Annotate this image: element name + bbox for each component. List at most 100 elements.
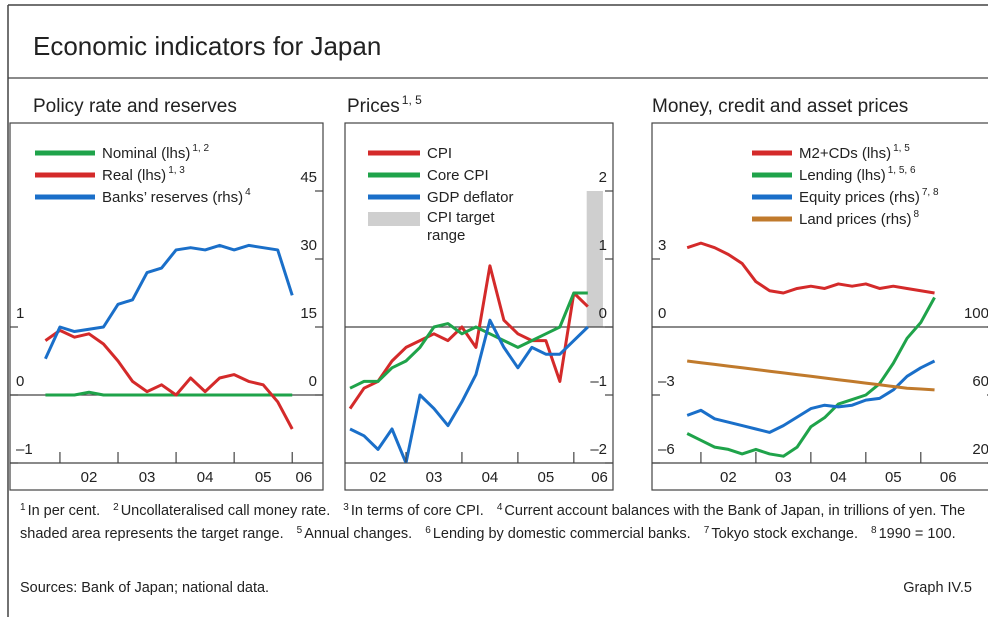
legend-label: CPI (427, 145, 452, 162)
y-tick-label: –3 (658, 373, 675, 390)
x-tick-label: 02 (370, 469, 387, 486)
x-tick-label: 05 (885, 469, 902, 486)
footnote-mark: 7 (703, 525, 710, 536)
panel: Money, credit and asset prices–6–3032060… (651, 96, 988, 491)
x-tick-label: 05 (538, 469, 555, 486)
footnote: 2 Uncollateralised call money rate. (113, 502, 331, 520)
footnote-mark: 8 (871, 525, 877, 536)
footnote-text: 1990 = 100. (878, 526, 956, 542)
x-tick-label: 06 (940, 469, 957, 486)
y-tick-label: 1 (599, 237, 607, 254)
x-tick-label: 02 (720, 469, 737, 486)
y-tick-label: 0 (599, 305, 607, 322)
plot-area (10, 243, 323, 430)
series-line (45, 390, 293, 397)
y2-tick-label: 0 (309, 373, 317, 390)
series-line (348, 264, 589, 410)
y2-tick-label: 45 (300, 169, 317, 186)
legend-label: CPI target range (427, 209, 495, 244)
legend-label: Banks’ reserves (rhs) 4 (102, 187, 251, 206)
x-tick-label: 06 (295, 469, 312, 486)
legend-name: Real (lhs) (102, 167, 166, 184)
footnote-text: Lending by domestic commercial banks. (432, 526, 691, 542)
footnote: 8 1990 = 100. (871, 525, 956, 543)
y-tick-label: 0 (658, 305, 666, 322)
legend-name: CPI (427, 145, 452, 162)
legend-label: Core CPI (427, 167, 489, 184)
x-tick-label: 06 (591, 469, 608, 486)
legend-name: Banks’ reserves (rhs) (102, 189, 243, 206)
panel-title-text: Prices (347, 96, 400, 117)
legend-name: Core CPI (427, 167, 489, 184)
series-line (44, 243, 294, 360)
plot-area (345, 191, 613, 463)
footnote-text: In terms of core CPI. (350, 503, 484, 519)
footnote: 3 In terms of core CPI. (343, 502, 484, 520)
legend-name: Equity prices (rhs) (799, 189, 920, 206)
legend-fo: CPI target range (427, 209, 495, 244)
footnote-mark: 6 (425, 525, 431, 536)
y2-tick-label: 30 (300, 237, 317, 254)
y2-tick-label: 15 (300, 305, 317, 322)
legend-label: M2+CDs (lhs) 1, 5 (799, 143, 910, 162)
footnote-text: Current account balances with the Bank o… (20, 503, 966, 542)
legend-sup: 1, 3 (168, 165, 185, 176)
plot-area (652, 241, 988, 458)
y-tick-label: 2 (599, 169, 607, 186)
footnote-text: In per cent. (27, 503, 101, 519)
x-tick-label: 03 (426, 469, 443, 486)
series-line (686, 241, 935, 295)
panel-title-sup: 1, 5 (402, 93, 422, 107)
series-line (44, 328, 294, 430)
legend-label: Nominal (lhs) 1, 2 (102, 143, 209, 162)
legend-name: GDP deflator (427, 189, 513, 206)
legend-sup: 7, 8 (922, 187, 939, 198)
panel-box (9, 122, 324, 491)
footnote: 1 In per cent. (20, 502, 101, 520)
legend-name: Nominal (lhs) (102, 145, 190, 162)
legend-swatch (368, 212, 420, 226)
legend-sup: 8 (914, 209, 920, 220)
legend-sup: 1, 2 (192, 143, 209, 154)
legend-name: Lending (lhs) (799, 167, 886, 184)
page-title: Economic indicators for Japan (33, 31, 381, 61)
footnotes: 1 In per cent. 2 Uncollateralised call mon… (20, 500, 982, 546)
footnote-mark: 1 (20, 502, 26, 513)
panel-title: Policy rate and reserves (33, 96, 237, 117)
y2-tick-label: 60 (972, 373, 988, 390)
series-line (686, 359, 936, 434)
target-band (586, 191, 603, 327)
series-line (349, 291, 588, 390)
x-tick-label: 02 (81, 469, 98, 486)
graph-label: Graph IV.5 (903, 580, 972, 596)
legend-sup: 1, 5, 6 (888, 165, 916, 176)
footnote-mark: 4 (496, 502, 503, 513)
footnote-mark: 5 (296, 525, 303, 536)
panel: Prices 1, 5 –2 –1 0 1 2 02 03 04 05 06 CPI Core CPI GD… (344, 93, 614, 491)
legend-name: M2+CDs (lhs) (799, 145, 891, 162)
y2-tick-label: 20 (972, 441, 988, 458)
y-tick-label: –1 (16, 441, 33, 458)
y-tick-label: 3 (658, 237, 666, 254)
y2-tick-label: 100 (964, 305, 988, 322)
legend-sup: 4 (245, 187, 251, 198)
footnote: 6 Lending by domestic commercial banks. (425, 525, 691, 543)
footnote-text: Uncollateralised call money rate. (120, 503, 331, 519)
panel-title: Prices 1, 5 (347, 93, 422, 117)
panel-box (651, 122, 988, 491)
panel: Policy rate and reserves –1 0 1 0 15 30 45 02 03 0… (9, 96, 324, 491)
y-tick-label: –1 (590, 373, 607, 390)
series-line (686, 359, 935, 392)
x-tick-label: 03 (139, 469, 156, 486)
footnote-mark: 2 (113, 502, 119, 513)
footnote-mark: 3 (343, 502, 349, 513)
x-tick-label: 04 (482, 469, 499, 486)
x-tick-label: 03 (775, 469, 792, 486)
x-tick-label: 04 (197, 469, 214, 486)
series-line (686, 296, 936, 458)
footnote: 7 Tokyo stock exchange. (703, 525, 858, 543)
panel-title: Money, credit and asset prices (652, 96, 908, 117)
legend-name: Land prices (rhs) (799, 211, 912, 228)
